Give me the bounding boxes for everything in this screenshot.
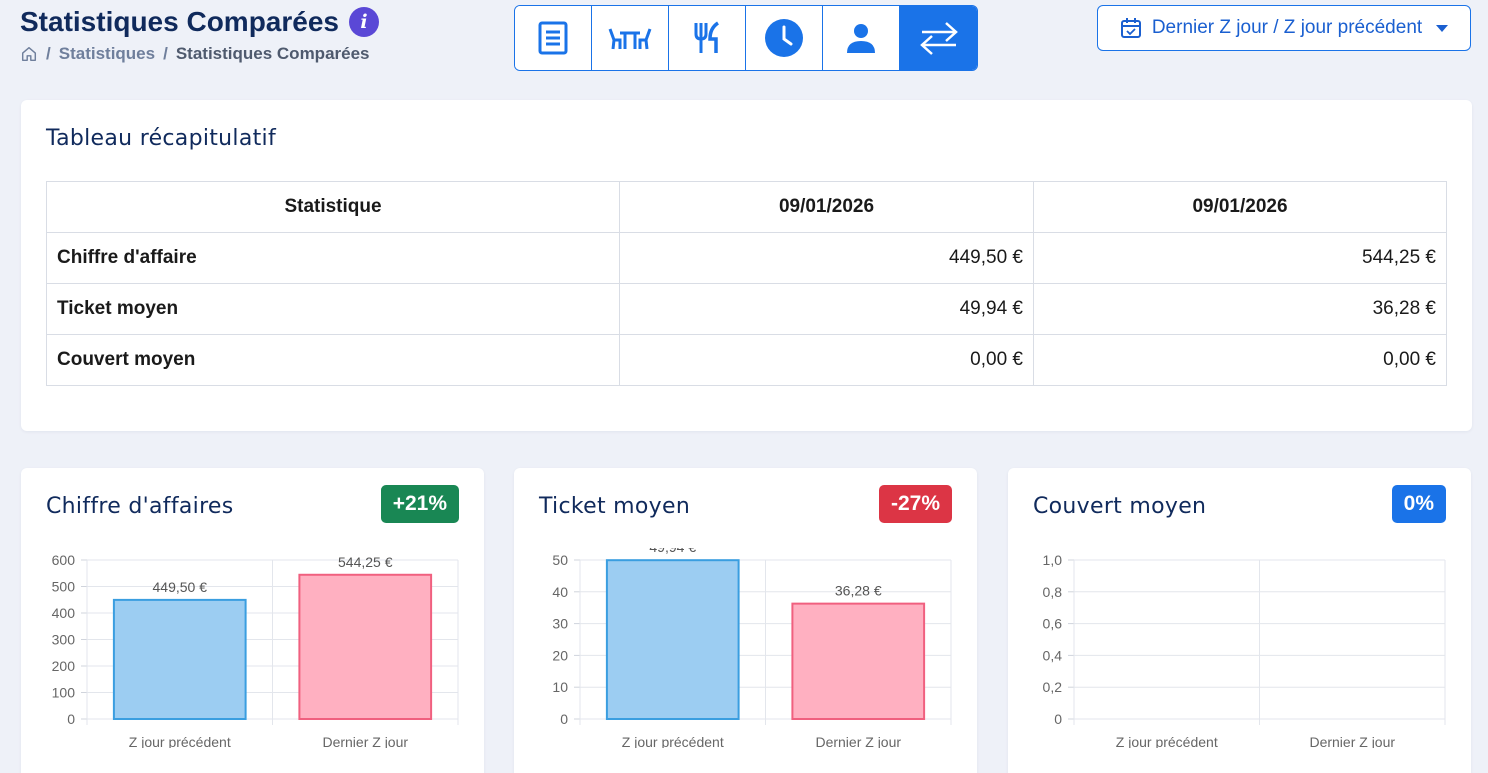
compare-view-button[interactable] xyxy=(900,6,977,70)
row-label: Ticket moyen xyxy=(46,283,620,335)
summary-card: Tableau récapitulatif Statistique 09/01/… xyxy=(21,100,1472,431)
home-icon[interactable] xyxy=(20,45,38,63)
bar xyxy=(112,598,247,720)
x-tick-label: Z jour précédent xyxy=(1116,734,1218,748)
table-row: Couvert moyen 0,00 € 0,00 € xyxy=(46,334,1447,386)
row-value: 49,94 € xyxy=(619,283,1034,335)
chart-title: Chiffre d'affaires xyxy=(46,494,234,519)
table-row: Ticket moyen 49,94 € 36,28 € xyxy=(46,283,1447,335)
row-value: 0,00 € xyxy=(1033,334,1447,386)
page-title-row: Statistiques Comparées i xyxy=(20,6,379,38)
chevron-down-icon xyxy=(1436,24,1449,32)
products-view-button[interactable] xyxy=(669,6,746,70)
y-tick-label: 50 xyxy=(552,552,568,568)
y-tick-label: 1,0 xyxy=(1043,552,1063,568)
y-tick-label: 10 xyxy=(552,679,568,695)
summary-table: Statistique 09/01/2026 09/01/2026 Chiffr… xyxy=(46,181,1447,386)
chart-title: Couvert moyen xyxy=(1033,494,1207,519)
y-tick-label: 0 xyxy=(560,711,568,727)
table-row: Chiffre d'affaire 449,50 € 544,25 € xyxy=(46,232,1447,284)
bar-chart: 0 100 200 300 400 500 600 449,50 € Z jour précéd… xyxy=(52,552,459,748)
variation-badge: -27% xyxy=(878,485,952,523)
breadcrumb-item-current: Statistiques Comparées xyxy=(175,44,370,63)
chart-card-ticket: Ticket moyen -27% 0 10 20 30 40 50 49,94 € Z jo… xyxy=(514,468,977,773)
table-chairs-icon xyxy=(608,28,652,50)
variation-badge: +21% xyxy=(380,485,459,523)
data-label: 49,94 € xyxy=(649,548,696,555)
bar-chart: 0 0,2 0,4 0,6 0,8 1,0 Z jour précédent Dernier … xyxy=(1043,552,1446,748)
y-tick-label: 600 xyxy=(52,552,76,568)
breadcrumb-separator: / xyxy=(163,44,168,63)
y-tick-label: 0,4 xyxy=(1043,647,1063,663)
y-tick-label: 30 xyxy=(552,616,568,632)
chart-card-cover: Couvert moyen 0% 0 0,2 0,4 0,6 0,8 1,0 Z jour … xyxy=(1008,468,1471,773)
y-tick-label: 400 xyxy=(52,605,76,621)
row-value: 544,25 € xyxy=(1033,232,1447,284)
y-tick-label: 20 xyxy=(552,647,568,663)
row-label: Couvert moyen xyxy=(46,334,620,386)
x-tick-label: Z jour précédent xyxy=(622,734,724,748)
breadcrumb-separator: / xyxy=(46,44,51,63)
x-tick-label: Dernier Z jour xyxy=(1309,734,1395,748)
x-tick-label: Dernier Z jour xyxy=(815,734,901,748)
y-tick-label: 300 xyxy=(52,632,76,648)
y-tick-label: 200 xyxy=(52,658,76,674)
data-label: 449,50 € xyxy=(153,579,208,595)
clock-icon xyxy=(765,19,803,57)
y-tick-label: 0,8 xyxy=(1043,584,1063,600)
tables-view-button[interactable] xyxy=(592,6,669,70)
fork-knife-icon xyxy=(694,21,720,53)
page-title: Statistiques Comparées xyxy=(20,6,339,37)
chart-title: Ticket moyen xyxy=(539,494,691,519)
column-header: 09/01/2026 xyxy=(1033,181,1447,233)
period-label: Dernier Z jour / Z jour précédent xyxy=(1151,17,1423,38)
data-label: 36,28 € xyxy=(835,583,882,599)
swap-arrows-icon xyxy=(919,22,958,55)
chart-card-revenue: Chiffre d'affaires +21% 0 100 200 300 400 500… xyxy=(21,468,484,773)
bar-chart: 0 10 20 30 40 50 49,94 € Z jour précédent 36,28 … xyxy=(552,548,952,748)
document-icon xyxy=(538,21,568,55)
table-header-row: Statistique 09/01/2026 09/01/2026 xyxy=(46,181,1447,233)
x-tick-label: Z jour précédent xyxy=(129,734,231,748)
bar xyxy=(791,602,926,720)
y-tick-label: 0,2 xyxy=(1043,679,1063,695)
period-dropdown[interactable]: Dernier Z jour / Z jour précédent xyxy=(1097,5,1471,51)
y-tick-label: 0 xyxy=(1054,711,1062,727)
row-value: 36,28 € xyxy=(1033,283,1447,335)
bar xyxy=(605,559,740,721)
users-view-button[interactable] xyxy=(823,6,900,70)
document-view-button[interactable] xyxy=(515,6,592,70)
data-label: 544,25 € xyxy=(338,554,393,570)
summary-title: Tableau récapitulatif xyxy=(46,126,277,151)
bar xyxy=(298,573,433,721)
row-value: 0,00 € xyxy=(619,334,1034,386)
y-tick-label: 100 xyxy=(52,685,76,701)
y-tick-label: 40 xyxy=(552,584,568,600)
row-label: Chiffre d'affaire xyxy=(46,232,620,284)
column-header: 09/01/2026 xyxy=(619,181,1034,233)
variation-badge: 0% xyxy=(1391,485,1446,523)
info-icon[interactable]: i xyxy=(349,7,379,37)
row-value: 449,50 € xyxy=(619,232,1034,284)
y-tick-label: 0 xyxy=(67,711,75,727)
y-tick-label: 500 xyxy=(52,579,76,595)
y-tick-label: 0,6 xyxy=(1043,616,1063,632)
breadcrumb: / Statistiques / Statistiques Comparées xyxy=(20,44,370,64)
user-icon xyxy=(847,24,875,53)
hours-view-button[interactable] xyxy=(746,6,823,70)
column-header: Statistique xyxy=(46,181,620,233)
calendar-icon xyxy=(1120,18,1141,38)
x-tick-label: Dernier Z jour xyxy=(322,734,408,748)
breadcrumb-item-statistiques[interactable]: Statistiques xyxy=(58,44,156,63)
stats-view-toolbar xyxy=(514,5,978,71)
